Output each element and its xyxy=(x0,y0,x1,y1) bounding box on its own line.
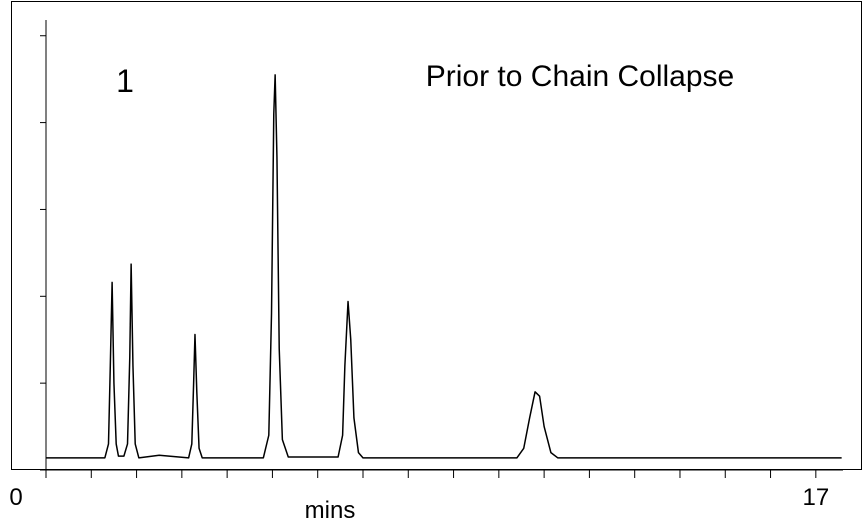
annotation: Prior to Chain Collapse xyxy=(426,60,734,93)
annotation: 1 xyxy=(116,63,134,99)
x-tick-label: 0 xyxy=(9,484,22,511)
chromatogram-line xyxy=(46,74,842,459)
x-tick-label: 17 xyxy=(802,484,829,511)
x-axis-label: mins xyxy=(305,497,356,524)
